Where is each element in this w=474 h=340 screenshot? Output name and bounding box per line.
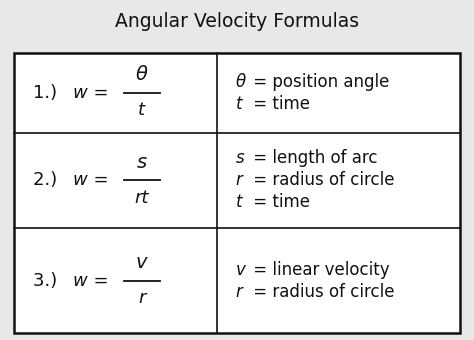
Text: r: r [236, 283, 243, 301]
Text: = time: = time [248, 95, 310, 113]
Text: rt: rt [135, 189, 149, 207]
Text: 2.): 2.) [33, 171, 63, 189]
Text: s: s [137, 153, 147, 172]
Text: = radius of circle: = radius of circle [248, 283, 394, 301]
Text: θ: θ [136, 66, 147, 85]
Text: r: r [138, 289, 146, 307]
Bar [14, 53, 460, 333]
Text: 3.): 3.) [33, 272, 63, 290]
Text: Angular Velocity Formulas: Angular Velocity Formulas [115, 12, 359, 31]
Text: s: s [236, 149, 245, 167]
Text: t: t [236, 193, 242, 211]
Text: 1.): 1.) [33, 84, 63, 102]
Text: = linear velocity: = linear velocity [248, 260, 389, 278]
Text: t: t [138, 101, 145, 119]
Text: w =: w = [73, 84, 109, 102]
Text: θ: θ [236, 73, 246, 91]
Text: = length of arc: = length of arc [248, 149, 377, 167]
Text: = radius of circle: = radius of circle [248, 171, 394, 189]
Text: v: v [136, 253, 147, 272]
Text: r: r [236, 171, 243, 189]
Text: w =: w = [73, 171, 109, 189]
Text: w =: w = [73, 272, 109, 290]
Text: = time: = time [248, 193, 310, 211]
Text: t: t [236, 95, 242, 113]
Text: v: v [236, 260, 246, 278]
Text: = position angle: = position angle [248, 73, 389, 91]
